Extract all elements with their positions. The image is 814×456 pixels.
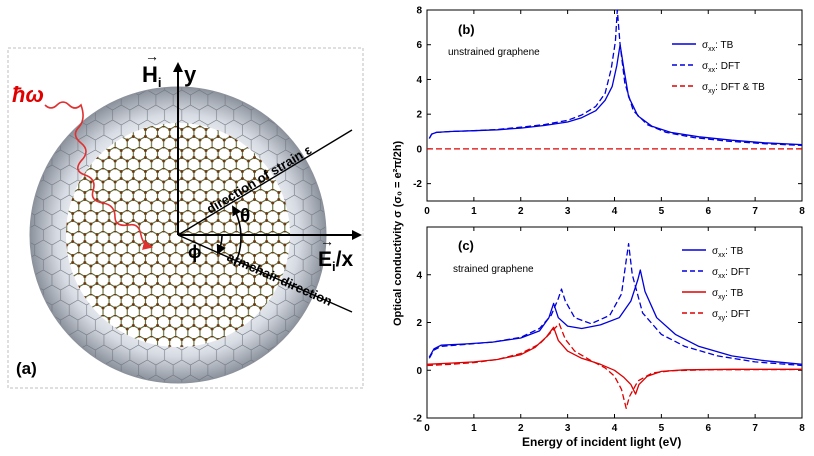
y-tick-label: 4 bbox=[416, 75, 422, 86]
x-tick-label: 4 bbox=[612, 423, 618, 434]
panel-a-frame bbox=[7, 47, 364, 389]
e-field-label: Ei/x bbox=[318, 248, 353, 274]
y-tick-label: 2 bbox=[416, 318, 422, 329]
y-tick-label: 0 bbox=[416, 366, 422, 377]
x-tick-label: 1 bbox=[471, 206, 477, 217]
x-tick-label: 7 bbox=[752, 423, 758, 434]
x-tick-label: 0 bbox=[424, 423, 430, 434]
plot-frame bbox=[426, 226, 803, 419]
x-tick-label: 6 bbox=[705, 423, 711, 434]
y-tick-label: 4 bbox=[416, 270, 422, 281]
legend-entry: σxx: TB bbox=[702, 40, 734, 53]
annotation: strained graphene bbox=[453, 264, 534, 275]
y-tick-label: 8 bbox=[416, 6, 422, 17]
legend-entry: σxx: DFT bbox=[712, 267, 750, 280]
x-tick-label: 7 bbox=[752, 206, 758, 217]
y-axis-label: y bbox=[184, 62, 197, 87]
panel-label: (c) bbox=[458, 238, 474, 253]
y-tick-label: 6 bbox=[416, 40, 422, 51]
panel-a-label: (a) bbox=[16, 359, 37, 378]
e-field-vector-mark: → bbox=[320, 233, 334, 249]
series-line-2 bbox=[428, 243, 803, 367]
x-tick-label: 2 bbox=[518, 206, 524, 217]
armchair-direction-line bbox=[177, 234, 353, 313]
x-tick-label: 4 bbox=[612, 206, 618, 217]
panel-a: ħω Hi → y Ei/x → direction of strain ε a… bbox=[7, 47, 364, 389]
shared-y-axis-label: Optical conductivity σ (σ₀ = e²π/2h) bbox=[392, 140, 404, 326]
x-tick-label: 6 bbox=[705, 206, 711, 217]
y-tick-label: -2 bbox=[413, 179, 422, 190]
phi-label: ϕ bbox=[188, 242, 202, 262]
x-tick-label: 5 bbox=[659, 206, 665, 217]
x-tick-label: 3 bbox=[565, 206, 571, 217]
phi-arc bbox=[216, 235, 226, 255]
x-tick-label: 3 bbox=[565, 423, 571, 434]
series-line-2 bbox=[428, 9, 803, 147]
photon-label: ħω bbox=[12, 82, 44, 107]
theta-arc bbox=[232, 205, 242, 267]
theta-label: θ bbox=[240, 206, 250, 227]
series-line-4 bbox=[426, 323, 803, 410]
x-tick-label: 1 bbox=[471, 423, 477, 434]
h-field-vector-mark: → bbox=[145, 48, 159, 64]
annotation: unstrained graphene bbox=[448, 47, 540, 58]
x-tick-label: 8 bbox=[799, 423, 805, 434]
legend-entry: σxx: TB bbox=[712, 246, 744, 259]
shared-x-axis-label: Energy of incident light (eV) bbox=[522, 435, 681, 449]
chart-b: 0 1 2 3 4 5 6 7 8 -2 0 2 4 6 8 (b) unstrained graphene σx… bbox=[413, 6, 805, 218]
y-tick-label: 2 bbox=[416, 110, 422, 121]
x-tick-label: 2 bbox=[518, 423, 524, 434]
x-tick-label: 5 bbox=[659, 423, 665, 434]
strain-direction-line bbox=[177, 129, 353, 236]
legend-entry: σxy: DFT bbox=[712, 309, 750, 322]
x-tick-label: 8 bbox=[799, 206, 805, 217]
plot-frame bbox=[426, 9, 803, 202]
photon-wave bbox=[44, 101, 153, 250]
y-tick-label: -2 bbox=[413, 414, 422, 425]
legend-entry: σxy: TB bbox=[712, 288, 744, 301]
h-field-label: Hi bbox=[142, 62, 162, 90]
series-line-1 bbox=[428, 44, 803, 146]
x-tick-label: 0 bbox=[424, 206, 430, 217]
panel-label: (b) bbox=[458, 22, 475, 37]
legend-entry: σxy: DFT & TB bbox=[702, 82, 765, 95]
y-tick-label: 0 bbox=[416, 144, 422, 155]
legend-entry: σxx: DFT bbox=[702, 61, 740, 74]
